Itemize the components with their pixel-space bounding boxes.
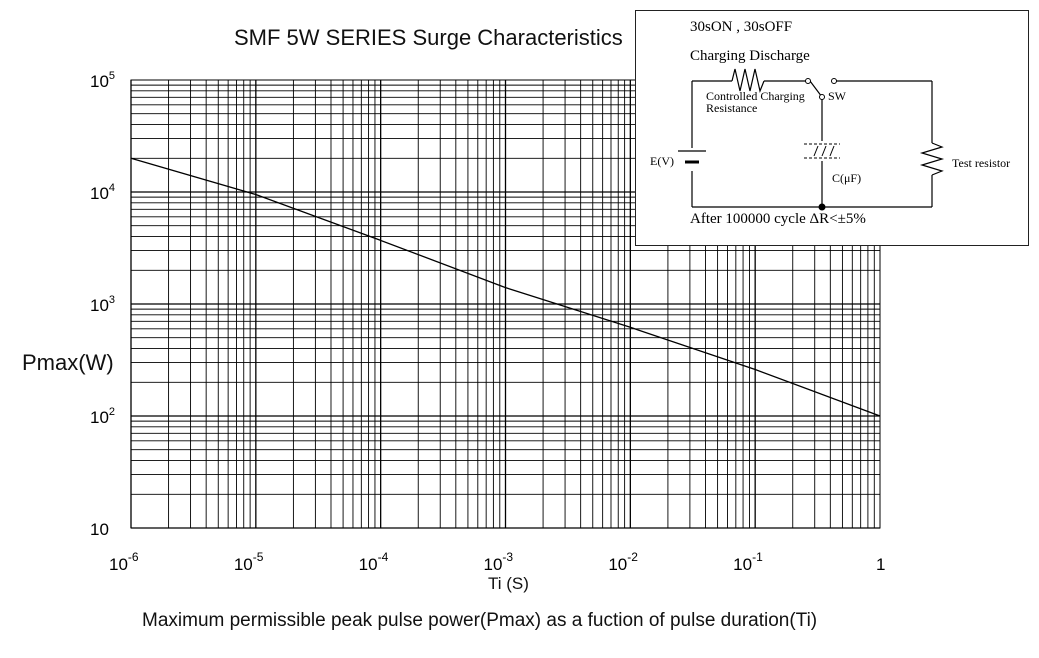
y-tick-label: 103: [90, 294, 115, 315]
test-circuit-diagram: 30sON , 30sOFF Charging Discharge: [650, 19, 1010, 227]
x-tick-label: 1: [876, 555, 885, 574]
plot-frame: [130, 79, 881, 529]
junction-dot: [818, 203, 826, 211]
resistor-label-line1: Controlled Charging: [706, 89, 805, 103]
x-tick-label: 10-3: [484, 550, 514, 574]
series-layer: [130, 157, 881, 417]
capacitor-symbol: [804, 143, 840, 159]
chart-title: SMF 5W SERIES Surge Characteristics: [234, 25, 623, 50]
inset-footer-text: After 100000 cycle ΔR<±5%: [690, 211, 866, 227]
test-resistor-label: Test resistor: [952, 156, 1010, 170]
y-axis-label: Pmax(W): [22, 350, 114, 375]
y-tick-labels: 10 102 103 104 105: [90, 70, 115, 539]
y-tick-label: 104: [90, 182, 115, 203]
inset-cycle-text: 30sON , 30sOFF: [690, 19, 792, 35]
y-tick-label: 105: [90, 70, 115, 91]
switch-contacts: [805, 78, 837, 100]
y-tick-label: 10: [90, 520, 109, 539]
source-label: E(V): [650, 154, 674, 168]
y-tick-label: 102: [90, 406, 115, 427]
pmax-curve: [130, 157, 881, 417]
plot-grid: [130, 80, 880, 529]
x-tick-label: 10-6: [109, 550, 139, 574]
inset-charging-text: Charging Discharge: [690, 48, 810, 64]
x-tick-label: 10-2: [608, 550, 638, 574]
capacitor-label: C(μF): [832, 171, 861, 185]
battery-symbol: [678, 150, 706, 164]
x-tick-label: 10-4: [359, 550, 389, 574]
switch-label: SW: [828, 89, 847, 103]
x-tick-label: 10-1: [733, 550, 763, 574]
circuit-wires: [691, 68, 945, 208]
x-axis-label: Ti (S): [488, 574, 529, 593]
x-tick-label: 10-5: [234, 550, 264, 574]
resistor-label-line2: Resistance: [706, 101, 757, 115]
chart-caption: Maximum permissible peak pulse power(Pma…: [142, 610, 817, 631]
test-circuit-inset: 30sON , 30sOFF Charging Discharge: [635, 10, 1029, 246]
x-tick-labels: 10-6 10-5 10-4 10-3 10-2 10-1 1: [109, 550, 885, 574]
